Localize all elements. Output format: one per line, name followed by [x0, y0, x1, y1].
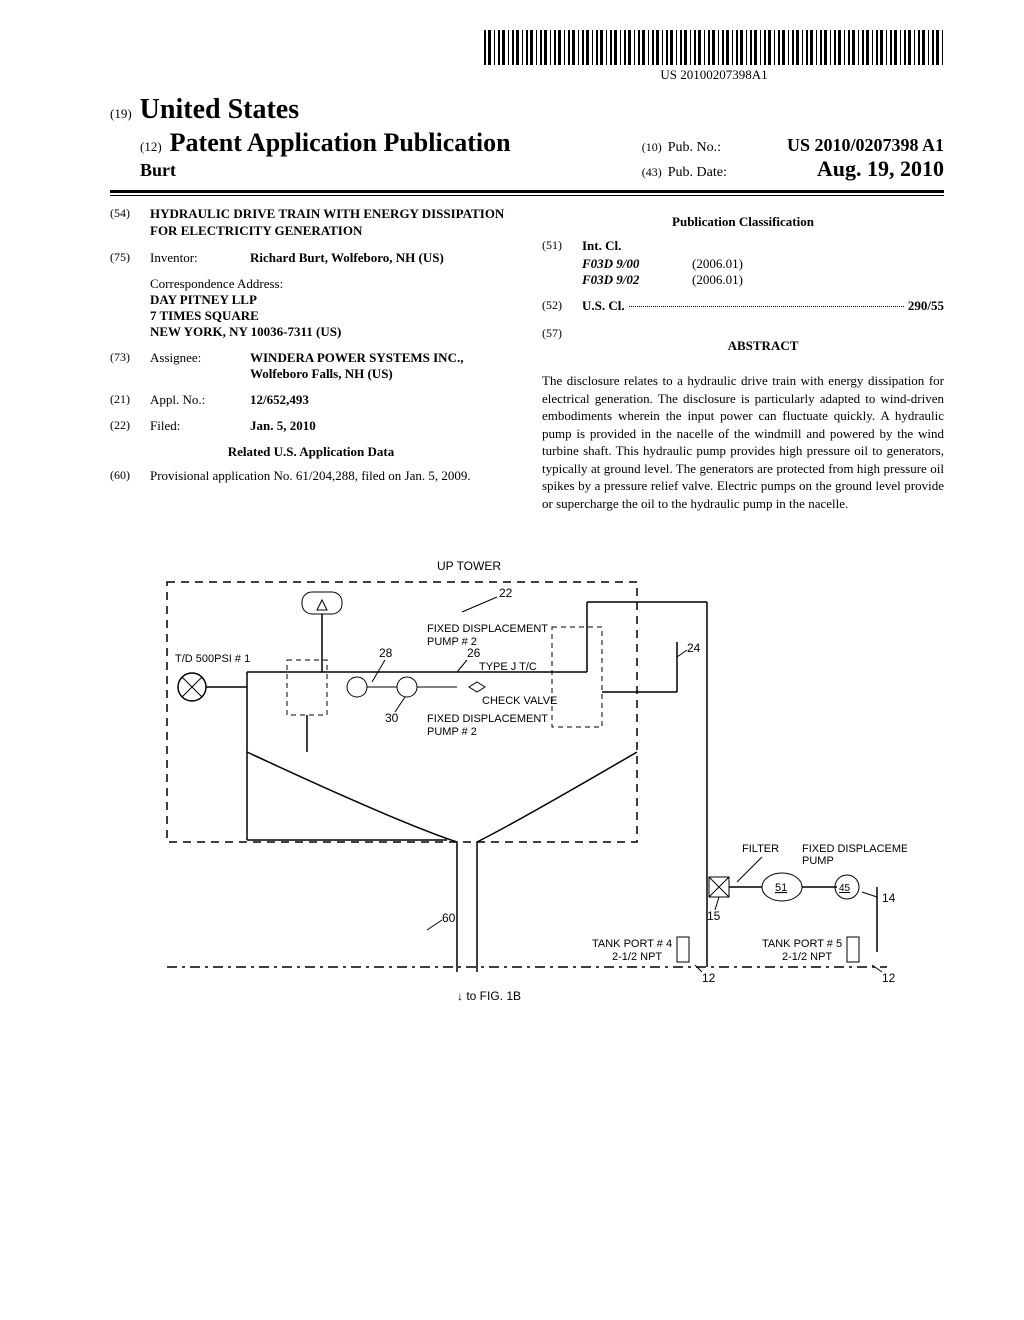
inventor-value: Richard Burt, Wolfeboro, NH (US) — [250, 250, 512, 266]
barcode-region: US 20100207398A1 — [110, 30, 944, 84]
intcl-year-1: (2006.01) — [692, 272, 743, 288]
fig-pump2-bot: FIXED DISPLACEMENT — [427, 713, 548, 725]
fig-td-label: T/D 500PSI # 1 — [175, 653, 250, 665]
code-12: (12) — [140, 139, 162, 155]
left-column: (54) HYDRAULIC DRIVE TRAIN WITH ENERGY D… — [110, 206, 512, 512]
figure-1a: UP TOWER 22 FIXED DISPLACEMENT PUMP # 2 … — [110, 552, 944, 1022]
correspondence-addr2: NEW YORK, NY 10036-7311 (US) — [150, 324, 512, 340]
code-19: (19) — [110, 106, 132, 122]
code-73: (73) — [110, 350, 150, 382]
code-51: (51) — [542, 238, 582, 254]
appl-value: 12/652,493 — [250, 392, 512, 408]
code-43: (43) — [642, 165, 662, 180]
assignee-label: Assignee: — [150, 350, 250, 382]
code-22: (22) — [110, 418, 150, 434]
intcl-code-0: F03D 9/00 — [582, 256, 692, 272]
pub-no-label: Pub. No.: — [668, 140, 721, 156]
fig-tank5-npt: 2-1/2 NPT — [782, 951, 832, 963]
pub-date-value: Aug. 19, 2010 — [817, 156, 944, 182]
fig-ref-22: 22 — [499, 586, 513, 600]
fig-fd-pump: FIXED DISPLACEMENT — [802, 843, 907, 855]
pub-no-value: US 2010/0207398 A1 — [787, 135, 944, 156]
provisional-text: Provisional application No. 61/204,288, … — [150, 468, 512, 484]
right-column: Publication Classification (51) Int. Cl.… — [542, 206, 944, 512]
intcl-year-0: (2006.01) — [692, 256, 743, 272]
fig-pump2-top: FIXED DISPLACEMENT — [427, 623, 548, 635]
fig-ref-14: 14 — [882, 891, 896, 905]
intcl-code-1: F03D 9/02 — [582, 272, 692, 288]
correspondence-label: Correspondence Address: — [150, 276, 512, 292]
code-21: (21) — [110, 392, 150, 408]
uscl-label: U.S. Cl. — [582, 298, 625, 314]
code-75: (75) — [110, 250, 150, 266]
fig-ref-28: 28 — [379, 646, 393, 660]
fig-tank5: TANK PORT # 5 — [762, 938, 842, 950]
related-app-title: Related U.S. Application Data — [110, 444, 512, 460]
code-54: (54) — [110, 206, 150, 240]
fig-tank4: TANK PORT # 4 — [592, 938, 672, 950]
inventor-label: Inventor: — [150, 250, 250, 266]
fig-ref-12a: 12 — [702, 971, 716, 985]
filed-label: Filed: — [150, 418, 250, 434]
barcode-text: US 20100207398A1 — [484, 67, 944, 83]
fig-ref-26: 26 — [467, 646, 481, 660]
fig-to-fig1b: ↓ to FIG. 1B — [457, 989, 521, 1003]
fig-ref-45: 45 — [839, 883, 851, 894]
fig-type-j: TYPE J T/C — [479, 661, 537, 673]
code-60: (60) — [110, 468, 150, 484]
uscl-value: 290/55 — [908, 298, 944, 314]
fig-ref-15: 15 — [707, 909, 721, 923]
fig-ref-60: 60 — [442, 911, 456, 925]
classification-title: Publication Classification — [542, 214, 944, 230]
fig-ref-24: 24 — [687, 641, 701, 655]
fig-fd-pump2: PUMP — [802, 855, 834, 867]
assignee-value: WINDERA POWER SYSTEMS INC., Wolfeboro Fa… — [250, 350, 512, 382]
fig-check-valve: CHECK VALVE — [482, 695, 557, 707]
correspondence-name: DAY PITNEY LLP — [150, 292, 512, 308]
fig-ref-30: 30 — [385, 711, 399, 725]
invention-title: HYDRAULIC DRIVE TRAIN WITH ENERGY DISSIP… — [150, 206, 512, 240]
country-title: United States — [140, 94, 299, 126]
correspondence-addr1: 7 TIMES SQUARE — [150, 308, 512, 324]
author-name: Burt — [140, 160, 176, 181]
abstract-label: ABSTRACT — [582, 338, 944, 354]
fig-pump2-bot2: PUMP # 2 — [427, 726, 477, 738]
fig-ref-51: 51 — [775, 882, 787, 894]
appl-label: Appl. No.: — [150, 392, 250, 408]
fig-up-tower: UP TOWER — [437, 559, 501, 573]
publication-type: Patent Application Publication — [170, 128, 511, 158]
code-10: (10) — [642, 140, 662, 155]
fig-tank4-npt: 2-1/2 NPT — [612, 951, 662, 963]
code-52: (52) — [542, 298, 582, 314]
intcl-label: Int. Cl. — [582, 238, 621, 253]
pub-date-label: Pub. Date: — [668, 165, 727, 181]
fig-filter: FILTER — [742, 843, 779, 855]
filed-value: Jan. 5, 2010 — [250, 418, 512, 434]
barcode-lines — [484, 30, 944, 65]
abstract-text: The disclosure relates to a hydraulic dr… — [542, 372, 944, 512]
code-57: (57) — [542, 326, 582, 362]
fig-ref-12b: 12 — [882, 971, 896, 985]
